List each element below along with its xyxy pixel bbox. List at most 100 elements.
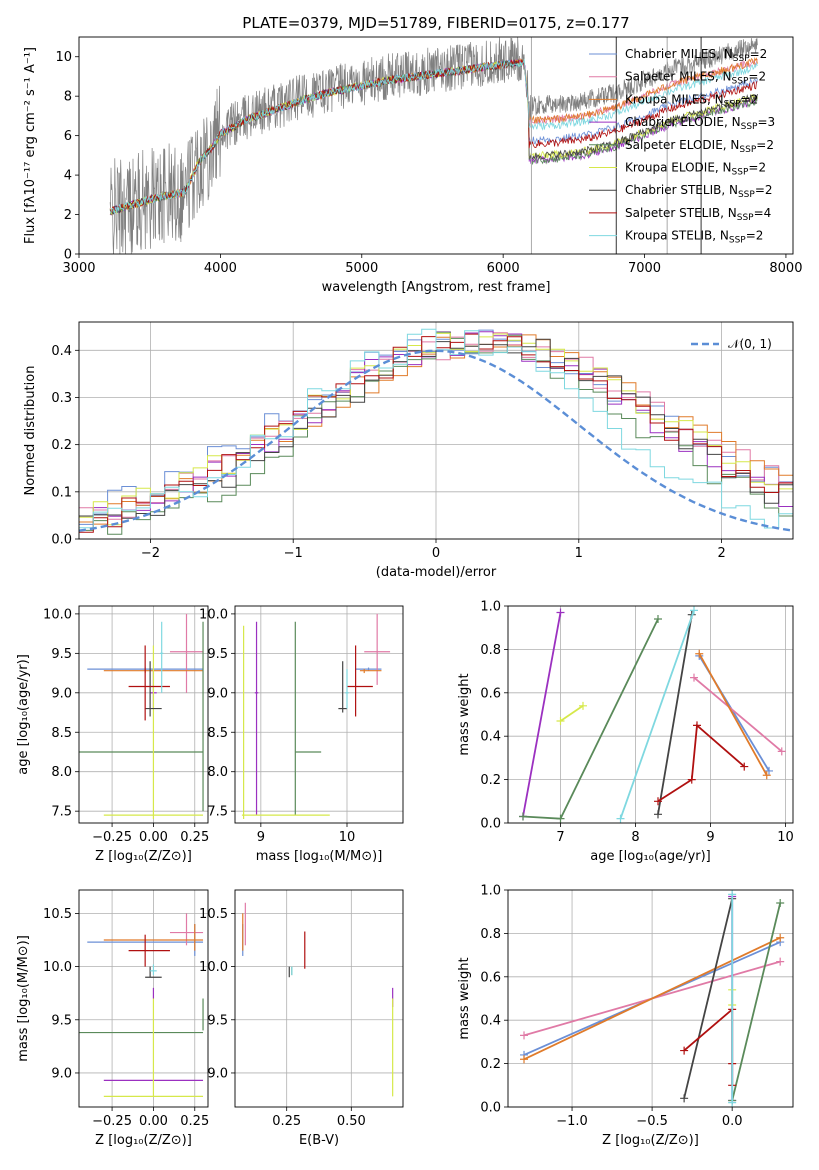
weight-vs-age-ytick-label: 0.2 <box>480 773 501 788</box>
spectrum-legend-entry: Salpeter ELODIE, NSSP=2 <box>625 138 774 155</box>
age-vs-mass-ytick-label: 7.5 <box>207 805 228 820</box>
weight-vs-Z-point-1 <box>520 1031 529 1040</box>
residuals-legend-entry: 𝒩(0, 1) <box>728 337 772 351</box>
mass-vs-Z-ytick-label: 9.5 <box>51 1013 72 1028</box>
weight-vs-Z-xtick-label: −0.5 <box>636 1114 668 1129</box>
spectrum-legend-entry: Chabrier MILES, NSSP=2 <box>625 47 767 64</box>
residuals-xtick-label: 0 <box>432 546 440 561</box>
spectrum-model-line-6 <box>110 59 758 215</box>
weight-vs-Z-ytick-label: 0.2 <box>480 1057 501 1072</box>
weight-vs-age-ytick-label: 0.4 <box>480 730 501 745</box>
figure-title: PLATE=0379, MJD=51789, FIBERID=0175, z=0… <box>242 14 629 32</box>
weight-vs-age-point-3 <box>556 608 565 617</box>
mass-vs-Z-axes: −0.25 0.00 0.25 9.0 9.5 10.0 10.5 <box>43 890 209 1129</box>
weight-vs-age-point-6 <box>654 810 662 819</box>
spectrum-frame <box>78 36 794 255</box>
weight-vs-Z-point-2 <box>520 1055 529 1064</box>
weight-vs-age-xtick-label: 7 <box>556 830 564 845</box>
weight-vs-age-point-5 <box>579 701 587 710</box>
weight-vs-age-ytick-label: 1.0 <box>480 600 501 615</box>
weight-vs-age-point-8 <box>616 814 625 823</box>
weight-vs-age-series-1 <box>693 676 783 753</box>
age-vs-Z-xtick-label: 0.25 <box>180 830 209 845</box>
weight-vs-Z-ytick-label: 0.0 <box>480 1101 501 1116</box>
weight-vs-age-point-7 <box>693 721 701 730</box>
mass-vs-Z-ytick-label: 10.5 <box>43 907 72 922</box>
spectrum-ytick-label: 2 <box>64 208 72 223</box>
age-vs-mass-xlabel: mass [log₁₀(M/M⊙)] <box>256 849 383 864</box>
mass-vs-Z-ylabel: mass [log₁₀(M/M⊙)] <box>16 935 31 1062</box>
spectrum-xtick-label: 3000 <box>62 261 95 276</box>
mass-vs-ebv-frame <box>234 889 404 1108</box>
spectrum-legend-entry: Chabrier STELIB, NSSP=2 <box>625 183 773 200</box>
residuals-xtick-label: 2 <box>717 546 725 561</box>
weight-vs-Z-ylabel: mass weight <box>457 957 472 1039</box>
age-vs-mass-ytick-label: 8.5 <box>207 726 228 741</box>
residuals-ytick-label: 0.2 <box>51 438 72 453</box>
spectrum-ytick-label: 8 <box>64 90 72 105</box>
weight-vs-age-xtick-label: 9 <box>706 830 714 845</box>
weight-vs-Z-xtick-label: 0.0 <box>722 1114 743 1129</box>
residuals-xtick-label: −1 <box>284 546 303 561</box>
age-vs-Z-ytick-label: 10.0 <box>43 607 72 622</box>
weight-vs-age-point-7 <box>687 775 696 784</box>
weight-vs-age-point-5 <box>556 717 565 726</box>
weight-vs-age-ylabel: mass weight <box>457 673 472 755</box>
weight-vs-age-series-8 <box>619 610 695 819</box>
weight-vs-Z-series-6 <box>683 898 734 1099</box>
residuals-ytick-label: 0.3 <box>51 391 72 406</box>
age-vs-Z-ytick-label: 8.5 <box>51 726 72 741</box>
weight-vs-age-ytick-label: 0.8 <box>480 643 501 658</box>
weight-vs-age-series-4 <box>522 618 659 820</box>
spectrum-ytick-label: 10 <box>55 50 72 65</box>
weight-vs-Z-point-8 <box>728 1098 737 1107</box>
weight-vs-age-point-0 <box>765 766 773 775</box>
residuals-normal-curve <box>78 349 794 532</box>
spectrum-legend-entry: Kroupa MILES, NSSP=2 <box>625 92 758 109</box>
mass-vs-ebv-ytick-label: 10.0 <box>199 960 228 975</box>
weight-vs-age-series-2 <box>698 653 768 776</box>
age-vs-Z-ytick-label: 9.0 <box>51 686 72 701</box>
spectrum-ytick-label: 4 <box>64 169 72 184</box>
spectrum-ylabel: Flux [fλ10⁻¹⁷ erg cm⁻² s⁻¹ A⁻¹] <box>23 47 38 244</box>
age-vs-Z-ytick-label: 9.5 <box>51 647 72 662</box>
spectrum-xtick-label: 4000 <box>204 261 237 276</box>
weight-vs-Z-point-1 <box>776 957 785 966</box>
mass-vs-ebv-ytick-label: 9.5 <box>207 1013 228 1028</box>
mass-vs-Z-xtick-label: 0.00 <box>139 1114 168 1129</box>
residuals-ylabel: Normed distribution <box>23 366 38 496</box>
mass-vs-ebv-xtick-label: 0.25 <box>272 1114 301 1129</box>
weight-vs-Z-frame <box>507 889 794 1108</box>
weight-vs-age-point-7 <box>654 797 662 806</box>
weight-vs-Z-series-4 <box>731 902 782 1101</box>
residuals-xtick-label: 1 <box>575 546 583 561</box>
mass-vs-ebv-xtick-label: 0.50 <box>337 1114 366 1129</box>
residuals-ytick-label: 0.0 <box>51 533 72 548</box>
age-vs-mass-ytick-label: 8.0 <box>207 765 228 780</box>
spectrum-xlabel: wavelength [Angstrom, rest frame] <box>322 280 551 295</box>
spectrum-xtick-label: 6000 <box>487 261 520 276</box>
age-vs-mass-ytick-label: 10.0 <box>199 607 228 622</box>
weight-vs-age-xlabel: age [log₁₀(age/yr)] <box>590 849 711 864</box>
weight-vs-age-point-4 <box>654 615 662 624</box>
weight-vs-Z-xtick-label: −1.0 <box>556 1114 588 1129</box>
weight-vs-age-point-7 <box>740 762 749 771</box>
age-vs-mass-xtick-label: 9 <box>257 830 265 845</box>
spectrum-xtick-label: 7000 <box>628 261 661 276</box>
spectrum-xtick-label: 5000 <box>345 261 378 276</box>
age-vs-Z-ylabel: age [log₁₀(age/yr)] <box>16 654 31 775</box>
weight-vs-Z-point-6 <box>680 1094 689 1103</box>
spectrum-model-line-8 <box>109 58 758 215</box>
weight-vs-age-xtick-label: 10 <box>777 830 794 845</box>
age-vs-mass-ytick-label: 9.5 <box>207 647 228 662</box>
age-vs-Z-ytick-label: 7.5 <box>51 805 72 820</box>
weight-vs-age-ytick-label: 0.0 <box>480 817 501 832</box>
spectrum-legend-entry: Kroupa STELIB, NSSP=2 <box>625 229 763 246</box>
residuals-frame <box>78 321 794 540</box>
weight-vs-age-series-5 <box>559 705 584 722</box>
weight-vs-Z-point-2 <box>776 933 785 942</box>
weight-vs-age-point-2 <box>762 771 771 780</box>
spectrum-ytick-label: 0 <box>64 248 72 263</box>
mass-vs-ebv-axes: 0.25 0.50 9.0 9.5 10.0 10.5 <box>199 890 403 1129</box>
weight-vs-Z-ytick-label: 0.8 <box>480 927 501 942</box>
